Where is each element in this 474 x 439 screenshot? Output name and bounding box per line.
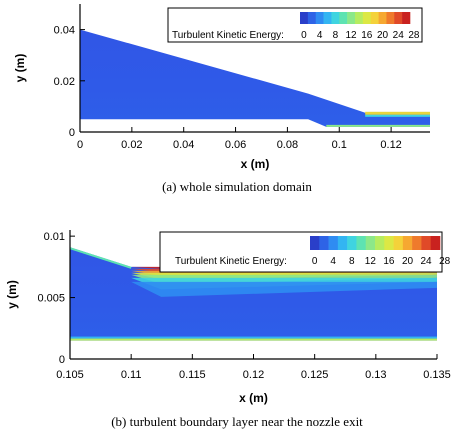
legend-tick-label: 28 (439, 256, 451, 267)
x-tick-label: 0.12 (243, 369, 264, 381)
x-tick-label: 0 (77, 139, 83, 151)
legend-swatch (328, 236, 339, 250)
legend-tick-label: 12 (365, 256, 377, 267)
legend-tick-label: 16 (383, 256, 395, 267)
legend-swatch (319, 236, 329, 250)
x-tick-label: 0.06 (225, 139, 246, 151)
legend-swatch (365, 236, 376, 250)
y-tick-label: 0 (59, 354, 65, 366)
y-axis-label: y (m) (13, 54, 27, 83)
legend-swatch (347, 12, 356, 24)
x-tick-label: 0.105 (56, 369, 84, 381)
legend-swatch (386, 12, 395, 24)
legend-tick-label: 20 (402, 256, 414, 267)
flow-domain (80, 29, 430, 127)
legend-tick-label: 12 (346, 30, 358, 41)
legend-swatch (300, 12, 309, 24)
legend: Turbulent Kinetic Energy: 0 4 8 12 16 20 24 28 (159, 231, 451, 273)
caption-b: (b) turbulent boundary layer near the no… (111, 414, 363, 429)
legend-swatch (421, 236, 432, 250)
legend-swatch (370, 12, 379, 24)
boundary-layer-top-inner (365, 114, 430, 117)
x-axis-label: x (m) (241, 157, 270, 171)
legend-swatch (393, 236, 404, 250)
legend-swatch (356, 236, 367, 250)
legend-swatch (315, 12, 324, 24)
x-tick-label: 0.125 (301, 369, 329, 381)
x-tick-label: 0.135 (423, 369, 451, 381)
legend-swatch (430, 236, 441, 250)
plot-whole-domain: 0 0.02 0.04 0.06 0.08 0.1 0.12 0 0.02 0.04 x (m) y … (0, 0, 474, 176)
legend-tick-label: 8 (349, 256, 355, 267)
legend-swatch (402, 236, 413, 250)
legend-tick-label: 4 (330, 256, 336, 267)
legend-swatch (323, 12, 332, 24)
legend-swatch (378, 12, 387, 24)
legend-swatch (347, 236, 357, 250)
legend-swatch (331, 12, 340, 24)
boundary-band (131, 281, 437, 297)
legend-tick-label: 0 (301, 30, 307, 41)
plot-nozzle-exit: 0.105 0.11 0.115 0.12 0.125 0.13 0.135 0 0.005 0.… (0, 218, 474, 408)
legend-title: Turbulent Kinetic Energy: (172, 30, 284, 41)
x-tick-label: 0.115 (179, 369, 206, 381)
x-axis-label: x (m) (239, 391, 268, 405)
y-tick-label: 0.04 (54, 25, 75, 37)
x-tick-label: 0.13 (365, 369, 386, 381)
boundary-layer-bottom-outer (70, 336, 437, 339)
caption-a: (a) whole simulation domain (162, 179, 312, 194)
x-tick-label: 0.04 (173, 139, 194, 151)
legend-title: Turbulent Kinetic Energy: (175, 256, 287, 267)
legend-swatch (362, 12, 372, 24)
legend-swatch (384, 236, 394, 250)
x-tick-label: 0.02 (121, 139, 142, 151)
legend-tick-label: 28 (408, 30, 420, 41)
legend-tick-label: 4 (317, 30, 323, 41)
legend-swatch (307, 12, 317, 24)
legend-swatch (402, 12, 411, 24)
boundary-layer-bottom (326, 124, 430, 127)
legend-tick-label: 24 (393, 30, 405, 41)
legend-swatch (375, 236, 385, 250)
legend-swatch (355, 12, 364, 24)
y-tick-label: 0.005 (37, 293, 65, 305)
boundary-layer-bottom (70, 338, 437, 341)
x-tick-label: 0.1 (332, 139, 347, 151)
contour-plot-b: 0.105 0.11 0.115 0.12 0.125 0.13 0.135 0 0.005 0.… (5, 230, 451, 405)
contour-plot-a: 0 0.02 0.04 0.06 0.08 0.1 0.12 0 0.02 0.04 x (m) y … (13, 4, 430, 171)
legend-swatch (310, 236, 320, 250)
legend-tick-label: 0 (312, 256, 318, 267)
wall-layer (69, 247, 132, 269)
y-tick-label: 0 (69, 127, 75, 139)
x-tick-label: 0.12 (380, 139, 401, 151)
legend-swatch (339, 12, 348, 24)
boundary-layer-top (365, 111, 430, 115)
legend-tick-label: 8 (333, 30, 339, 41)
legend-tick-label: 20 (377, 30, 389, 41)
y-tick-label: 0.01 (44, 231, 65, 243)
legend-tick-label: 16 (361, 30, 373, 41)
legend-swatch (337, 236, 348, 250)
legend-tick-label: 24 (421, 256, 433, 267)
y-axis-label: y (m) (5, 280, 19, 309)
y-tick-label: 0.02 (54, 76, 75, 88)
legend-swatch (394, 12, 403, 24)
x-tick-label: 0.11 (121, 369, 142, 381)
legend: Turbulent Kinetic Energy: 0 4 8 12 16 20 24 28 (167, 7, 423, 43)
x-tick-label: 0.08 (277, 139, 298, 151)
legend-swatch (412, 236, 422, 250)
